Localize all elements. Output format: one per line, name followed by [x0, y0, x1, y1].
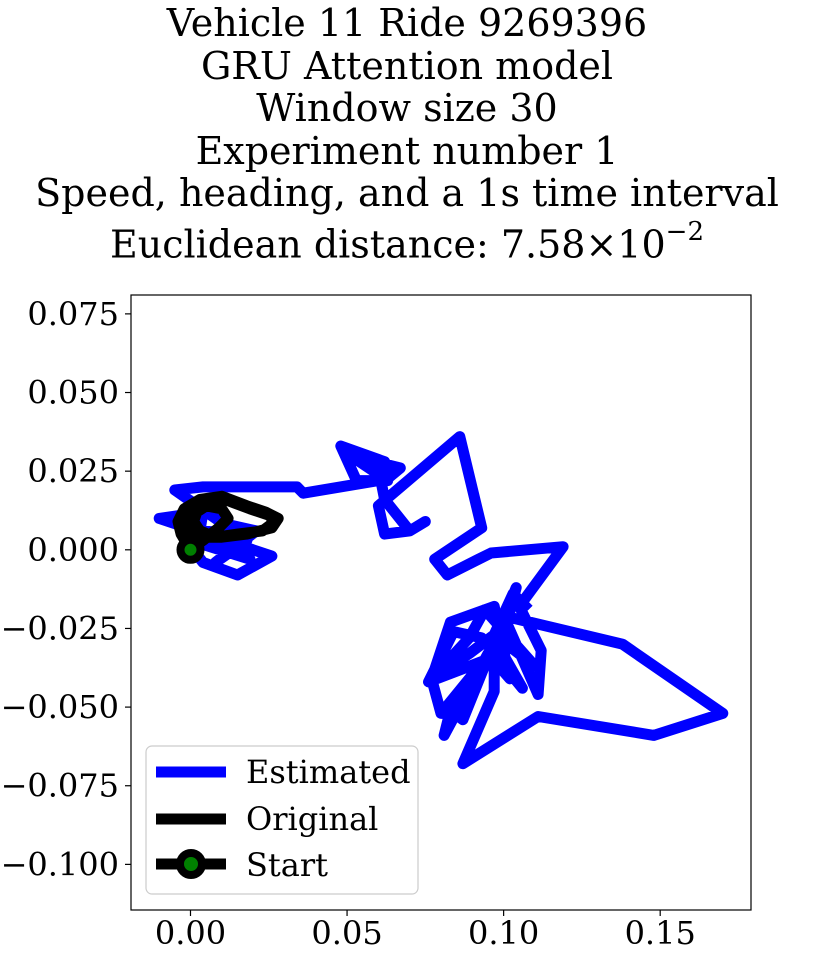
title-distance: Euclidean distance: 7.58×10	[110, 222, 666, 267]
y-tick-label: 0.050	[27, 374, 119, 412]
legend-start-label: Start	[246, 846, 328, 884]
series-layer	[153, 431, 729, 770]
title-line-1: Vehicle 11 Ride 9269396	[166, 1, 648, 45]
y-tick-label: −0.025	[1, 609, 119, 647]
x-tick-label: 0.15	[625, 914, 696, 952]
series-original-line	[172, 490, 284, 555]
ticks-layer: 0.00 0.05 0.10 0.15 0.075 0.050 0.025 0.000 −0.0…	[1, 295, 696, 952]
y-tick-label: −0.050	[1, 688, 119, 726]
x-tick-label: 0.00	[155, 914, 226, 952]
start-marker	[176, 535, 205, 564]
x-tick-label: 0.10	[468, 914, 539, 952]
x-tick-label: 0.05	[311, 914, 382, 952]
legend-start-marker	[176, 849, 206, 879]
y-tick-label: 0.075	[27, 295, 119, 333]
legend-box	[145, 745, 419, 895]
legend-original-label: Original	[246, 800, 378, 838]
y-tick-label: −0.075	[1, 767, 119, 805]
y-tick-label: 0.025	[27, 452, 119, 490]
y-tick-label: −0.100	[1, 845, 119, 883]
title-line-2: GRU Attention model	[200, 43, 614, 88]
legend-estimated-label: Estimated	[246, 753, 411, 791]
y-tick-label: 0.000	[27, 531, 119, 569]
title-line-4: Experiment number 1	[195, 128, 619, 173]
title-line-6: Euclidean distance: 7.58×10−2	[0, 215, 814, 266]
title-line-5: Speed, heading, and a 1s time interval	[35, 171, 779, 215]
axes-frame	[130, 294, 752, 911]
chart-title: Vehicle 11 Ride 9269396 GRU Attention mo…	[0, 2, 814, 266]
title-distance-exponent: −2	[665, 216, 704, 247]
legend: Estimated Original Start	[145, 745, 419, 895]
title-line-3: Window size 30	[256, 86, 558, 130]
series-estimated-line	[153, 431, 729, 770]
